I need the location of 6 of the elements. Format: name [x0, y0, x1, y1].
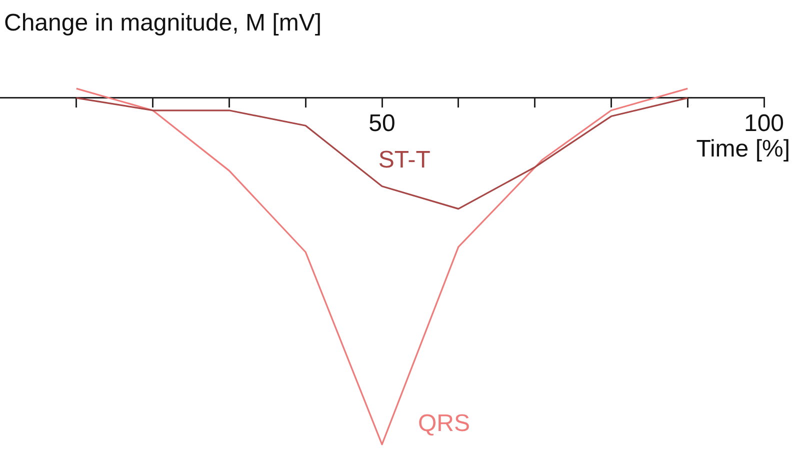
y-axis-title: Change in magnitude, M [mV]	[4, 10, 322, 37]
x-tick-label: 100	[744, 110, 784, 137]
x-axis-title: Time [%]	[696, 136, 790, 163]
series-label: ST-T	[378, 146, 431, 174]
x-tick-label: 50	[368, 110, 396, 137]
series-label: QRS	[418, 410, 470, 438]
